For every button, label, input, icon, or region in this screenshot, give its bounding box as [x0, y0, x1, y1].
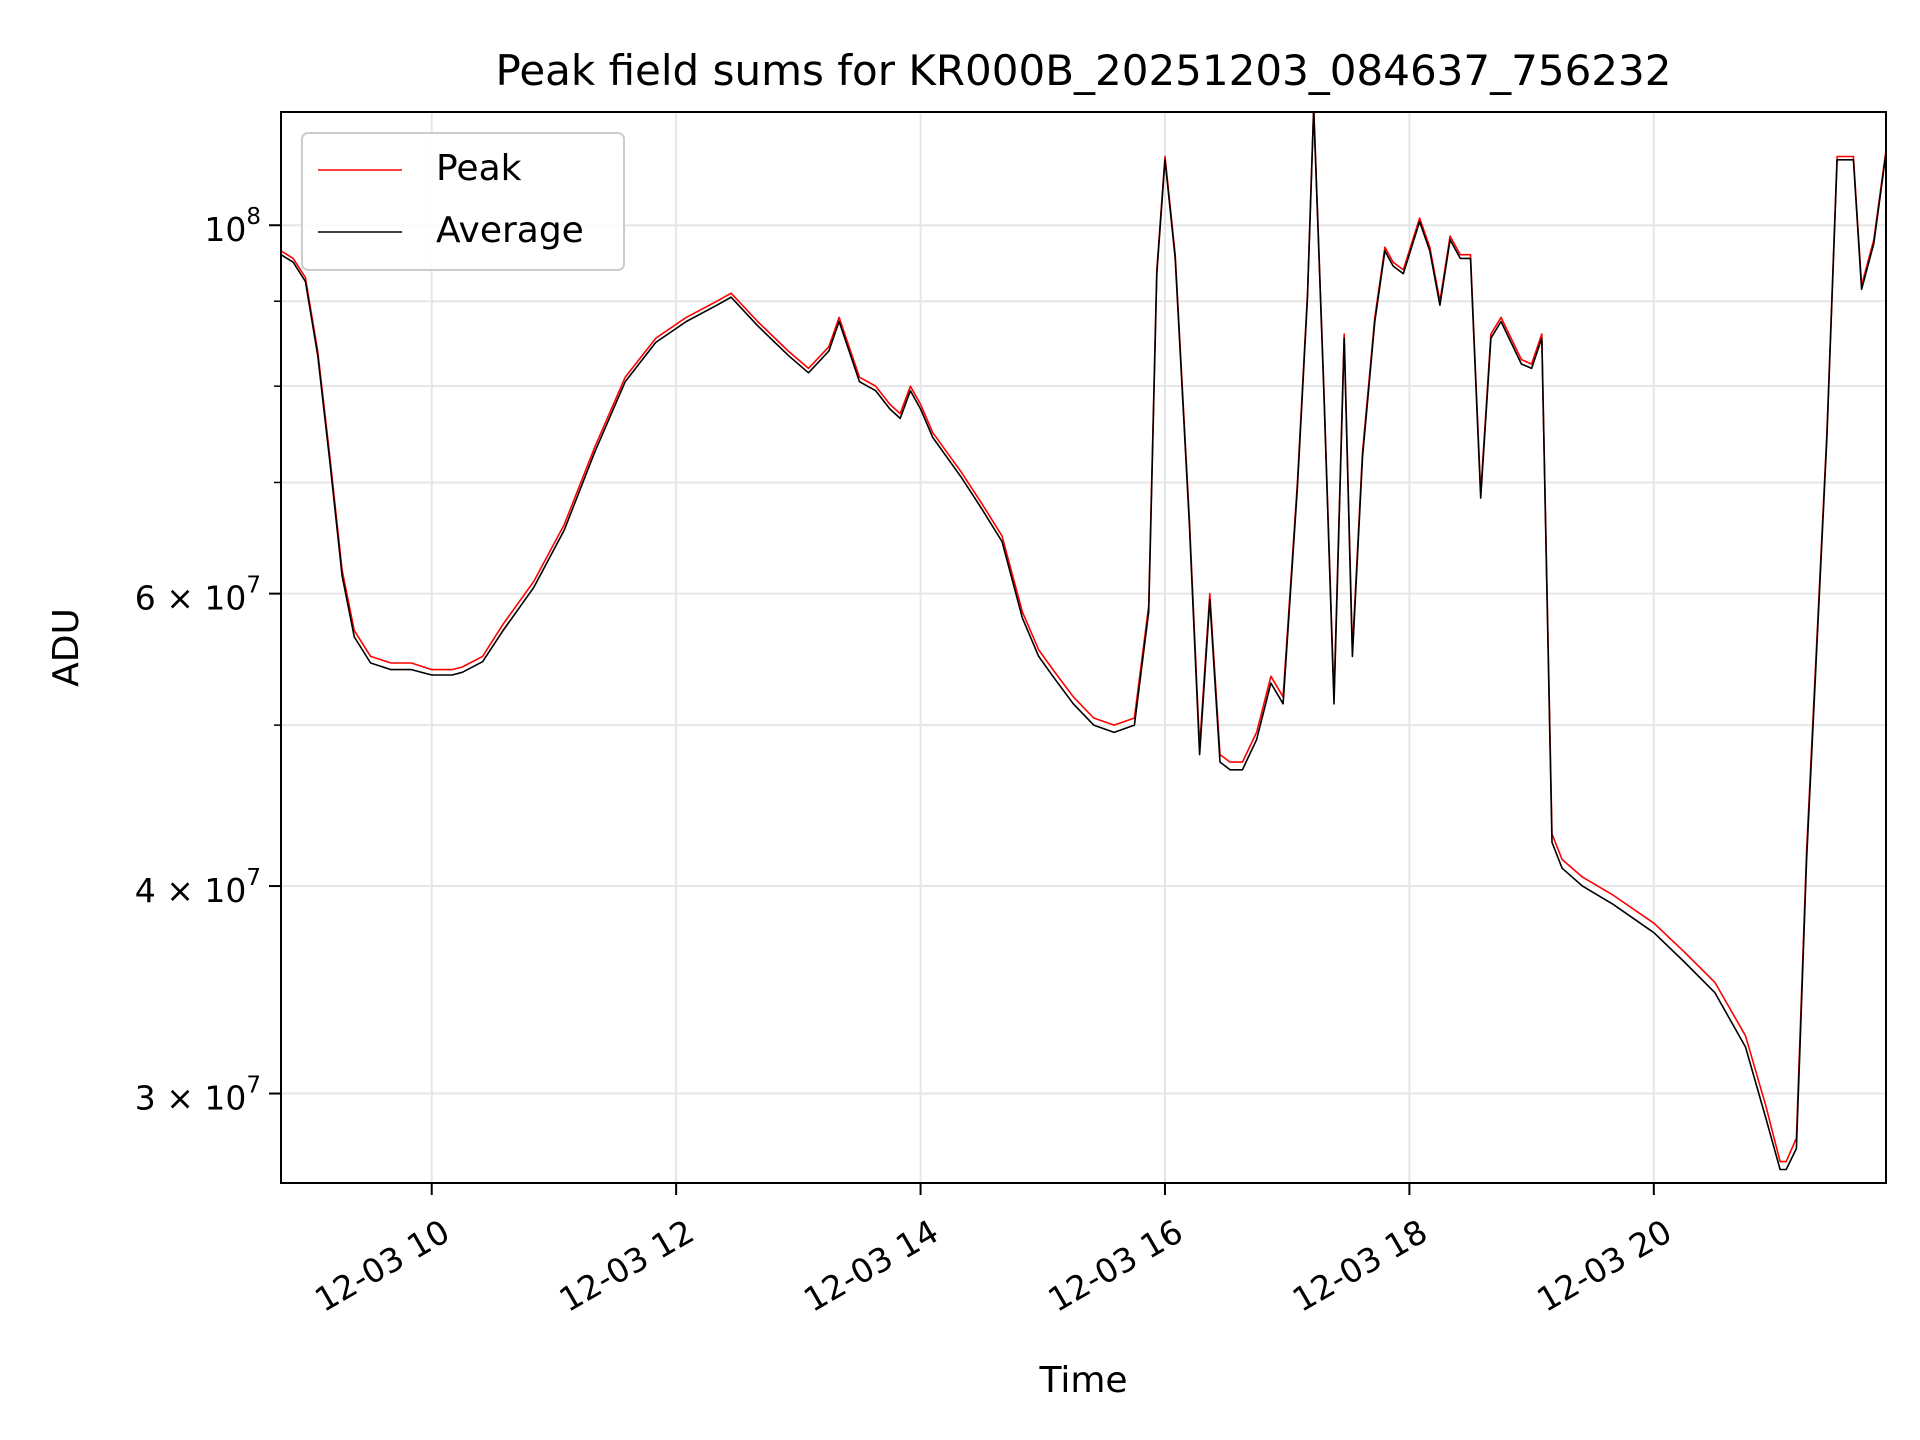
- legend: Peak Average: [301, 132, 625, 271]
- x-tick-label: 12-03 14: [797, 1212, 945, 1320]
- y-tick-label: 4 × 107: [135, 865, 261, 910]
- series-line-average: [281, 112, 1886, 1171]
- series-lines: [281, 112, 1886, 1171]
- legend-entry-average: Average: [436, 210, 584, 251]
- y-tick-label: 108: [204, 204, 261, 249]
- x-tick-label: 12-03 18: [1286, 1212, 1434, 1320]
- chart-title: Peak field sums for KR000B_20251203_0846…: [496, 46, 1672, 95]
- gridlines: [281, 112, 1886, 1183]
- plot-frame: [280, 111, 1887, 1184]
- y-tick-label: 6 × 107: [135, 572, 261, 617]
- legend-box: [301, 132, 625, 271]
- y-axis-label: ADU: [46, 608, 87, 687]
- x-tick-label: 12-03 20: [1530, 1212, 1678, 1320]
- x-axis-label: Time: [1038, 1360, 1127, 1401]
- y-tick-label: 3 × 107: [135, 1072, 261, 1117]
- y-axis: 3 × 107 4 × 107 6 × 107 108: [135, 204, 281, 1117]
- x-axis: 12-03 10 12-03 12 12-03 14 12-03 16 12-03 18…: [308, 1183, 1678, 1320]
- x-tick-label: 12-03 16: [1041, 1212, 1189, 1320]
- x-tick-label: 12-03 10: [308, 1212, 456, 1320]
- x-tick-label: 12-03 12: [553, 1212, 701, 1320]
- legend-entry-peak: Peak: [436, 148, 522, 189]
